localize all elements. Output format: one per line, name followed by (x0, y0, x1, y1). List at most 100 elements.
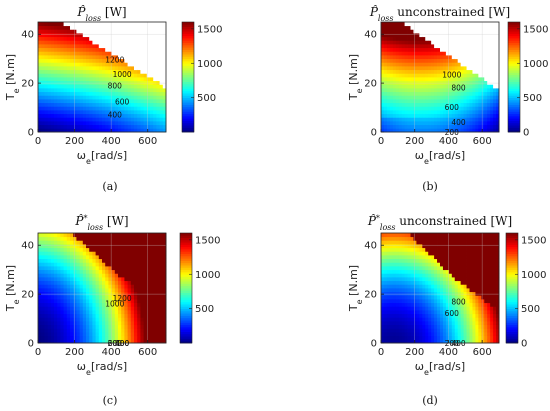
heatmap-cell (130, 313, 135, 318)
heatmap-cell (404, 84, 408, 89)
heatmap-cell (38, 124, 42, 129)
heatmap-cell (60, 280, 64, 285)
heatmap-cell (73, 266, 77, 271)
heatmap-cell (95, 80, 100, 85)
colorbar-segment (508, 88, 520, 92)
heatmap-cell (469, 240, 473, 245)
heatmap-cell (50, 51, 55, 56)
heatmap-cell (410, 277, 414, 282)
heatmap-cell (140, 313, 144, 318)
heatmap-cell (121, 284, 125, 289)
heatmap-cell (86, 44, 90, 49)
heatmap-cell (143, 128, 148, 133)
heatmap-cell (143, 255, 148, 260)
heatmap-cell (428, 40, 432, 45)
heatmap-cell (108, 102, 112, 107)
heatmap-cell (143, 247, 148, 252)
heatmap-cell (469, 58, 473, 63)
heatmap-cell (466, 273, 470, 278)
heatmap-cell (472, 33, 476, 38)
heatmap-cell (481, 44, 485, 49)
heatmap-cell (121, 335, 125, 340)
heatmap-cell (105, 73, 109, 78)
heatmap-cell (466, 247, 470, 252)
heatmap-cell (454, 277, 459, 282)
heatmap-cell (425, 25, 429, 30)
heatmap-cell (428, 22, 432, 27)
heatmap-cell (159, 80, 164, 85)
heatmap-cell (102, 277, 106, 282)
heatmap-cell (487, 106, 491, 111)
heatmap-cell (475, 69, 479, 74)
heatmap-cell (66, 255, 71, 260)
heatmap-cell (398, 288, 403, 293)
heatmap-cell (82, 25, 87, 30)
heatmap-cell (140, 25, 144, 30)
heatmap-cell (487, 251, 491, 256)
heatmap-cell (484, 51, 488, 56)
heatmap-cell (66, 324, 71, 329)
heatmap-cell (108, 280, 112, 285)
heatmap-cell (466, 91, 470, 96)
heatmap-cell (98, 284, 103, 289)
heatmap-cell (381, 247, 385, 252)
heatmap-cell (460, 236, 464, 241)
heatmap-cell (127, 277, 132, 282)
heatmap-cell (54, 306, 58, 311)
colorbar-segment (508, 22, 520, 25)
heatmap-cell (413, 332, 417, 337)
heatmap-cell (44, 44, 48, 49)
heatmap-cell (50, 110, 55, 115)
contour-label: 800 (108, 81, 123, 90)
heatmap-cell (134, 117, 138, 122)
heatmap-cell (146, 113, 151, 118)
heatmap-cell (496, 124, 500, 129)
heatmap-cell (440, 288, 444, 293)
heatmap-cell (395, 102, 400, 107)
heatmap-cell (114, 291, 119, 296)
heatmap-cell (478, 266, 482, 271)
heatmap-cell (127, 25, 132, 30)
heatmap-cell (137, 258, 141, 263)
heatmap-cell (137, 73, 141, 78)
colorbar-segment (508, 95, 520, 99)
heatmap-cell (44, 339, 48, 344)
heatmap-cell (137, 266, 141, 271)
heatmap-cell (54, 110, 58, 115)
heatmap-cell (398, 99, 403, 104)
heatmap-cell (472, 258, 476, 263)
heatmap-cell (73, 291, 77, 296)
heatmap-cell (162, 40, 167, 45)
heatmap-cell (102, 310, 106, 315)
heatmap-cell (404, 317, 408, 322)
heatmap-cell (469, 339, 473, 344)
heatmap-cell (159, 22, 164, 27)
heatmap-cell (401, 236, 405, 241)
heatmap-cell (73, 29, 77, 34)
heatmap-cell (134, 124, 138, 129)
heatmap-cell (440, 332, 444, 337)
contour-label: 1200 (113, 294, 132, 303)
heatmap-cell (404, 102, 408, 107)
heatmap-cell (481, 236, 485, 241)
heatmap-cell (493, 55, 497, 60)
heatmap-cell (457, 51, 462, 56)
heatmap-cell (493, 66, 497, 71)
heatmap-cell (82, 84, 87, 89)
heatmap-cell (419, 273, 423, 278)
heatmap-cell (86, 288, 90, 293)
heatmap-cell (481, 288, 485, 293)
heatmap-cell (389, 124, 394, 129)
heatmap-cell (140, 36, 144, 41)
heatmap-cell (73, 251, 77, 256)
heatmap-cell (111, 102, 116, 107)
heatmap-cell (398, 91, 403, 96)
heatmap-cell (383, 262, 388, 267)
heatmap-cell (63, 102, 68, 107)
heatmap-cell (407, 106, 411, 111)
heatmap-cell (457, 47, 462, 52)
heatmap-cell (130, 113, 135, 118)
heatmap-cell (137, 88, 141, 93)
heatmap-cell (60, 273, 64, 278)
heatmap-cell (57, 110, 61, 115)
